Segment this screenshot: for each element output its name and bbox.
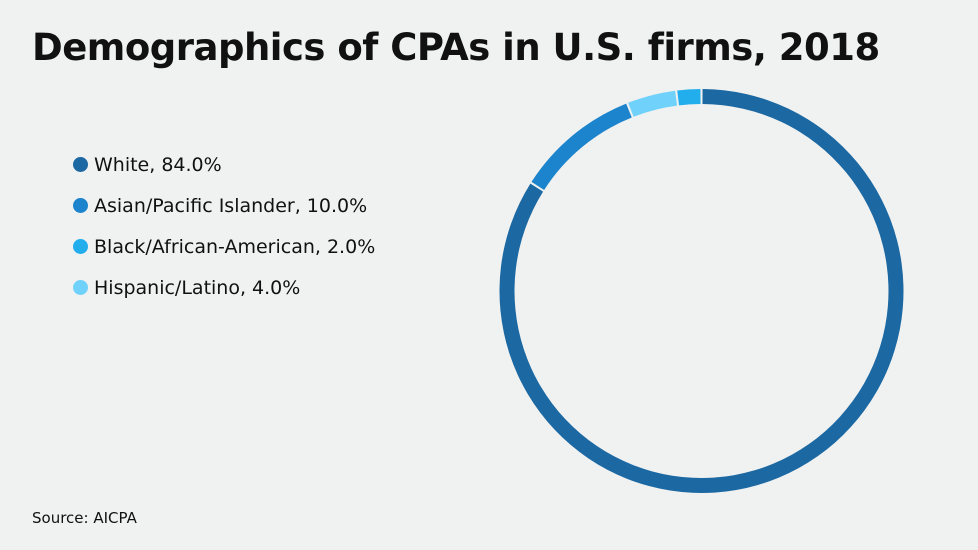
legend-label: Black/African-American, 2.0% <box>94 235 376 258</box>
legend-item-white: White, 84.0% <box>73 144 375 185</box>
legend-swatch <box>73 198 88 213</box>
donut-slice-asian-pacific-islander <box>531 103 632 190</box>
source-note: Source: AICPA <box>32 509 137 527</box>
donut-slice-black-african-american <box>677 89 701 106</box>
legend-item-hispanic: Hispanic/Latino, 4.0% <box>73 267 375 308</box>
legend-swatch <box>73 239 88 254</box>
legend-item-asian: Asian/Pacific Islander, 10.0% <box>73 185 375 226</box>
chart-title: Demographics of CPAs in U.S. firms, 2018 <box>32 26 880 69</box>
legend-label: Hispanic/Latino, 4.0% <box>94 276 301 299</box>
legend-swatch <box>73 157 88 172</box>
legend: White, 84.0% Asian/Pacific Islander, 10.… <box>73 144 375 308</box>
legend-swatch <box>73 280 88 295</box>
legend-item-black: Black/African-American, 2.0% <box>73 226 375 267</box>
donut-slice-hispanic-latino <box>628 90 678 117</box>
legend-label: Asian/Pacific Islander, 10.0% <box>94 194 368 217</box>
legend-label: White, 84.0% <box>94 153 222 176</box>
